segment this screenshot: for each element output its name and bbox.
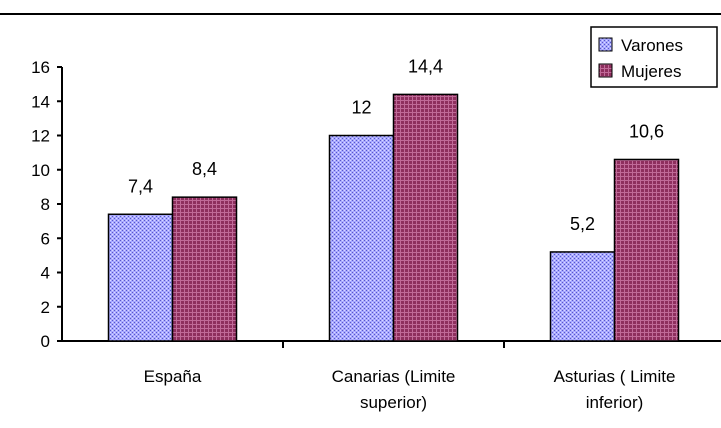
y-tick-label: 6 [41, 229, 50, 248]
bar-mujeres [171, 196, 238, 342]
bar-mujeres [613, 158, 680, 342]
data-label-mujeres: 14,4 [408, 56, 443, 76]
category-label: España [144, 367, 202, 386]
bar-varones [549, 251, 616, 342]
category-label: inferior) [586, 393, 644, 412]
y-tick-label: 0 [41, 332, 50, 351]
category-labels: España Canarias (Limite superior) Asturias … [144, 367, 676, 412]
bar-varones [107, 213, 174, 342]
y-tick-label: 10 [31, 161, 50, 180]
y-tick-label: 8 [41, 195, 50, 214]
y-tick-label: 14 [31, 92, 50, 111]
category-label: Canarias (Limite [332, 367, 456, 386]
bar-varones [328, 134, 395, 342]
data-label-mujeres: 10,6 [629, 121, 664, 141]
x-axis [62, 340, 721, 348]
legend-label-varones: Varones [621, 36, 683, 55]
y-axis: 0 2 4 6 8 10 12 14 16 [31, 58, 63, 351]
bars [107, 93, 680, 342]
data-label-varones: 7,4 [128, 176, 153, 196]
data-label-varones: 12 [351, 98, 371, 118]
legend: Varones Mujeres [590, 26, 718, 88]
legend-swatch-mujeres [598, 63, 613, 78]
y-tick-label: 2 [41, 298, 50, 317]
data-label-varones: 5,2 [570, 214, 595, 234]
y-tick-label: 12 [31, 127, 50, 146]
bar-mujeres [392, 93, 459, 342]
y-tick-label: 16 [31, 58, 50, 77]
data-label-mujeres: 8,4 [192, 159, 217, 179]
category-label: Asturias ( Limite [554, 367, 676, 386]
legend-label-mujeres: Mujeres [621, 62, 681, 81]
category-label: superior) [360, 393, 427, 412]
legend-swatch-varones [598, 37, 613, 52]
y-tick-label: 4 [41, 264, 50, 283]
data-labels: 7,4 8,4 12 14,4 5,2 10,6 [128, 56, 664, 234]
